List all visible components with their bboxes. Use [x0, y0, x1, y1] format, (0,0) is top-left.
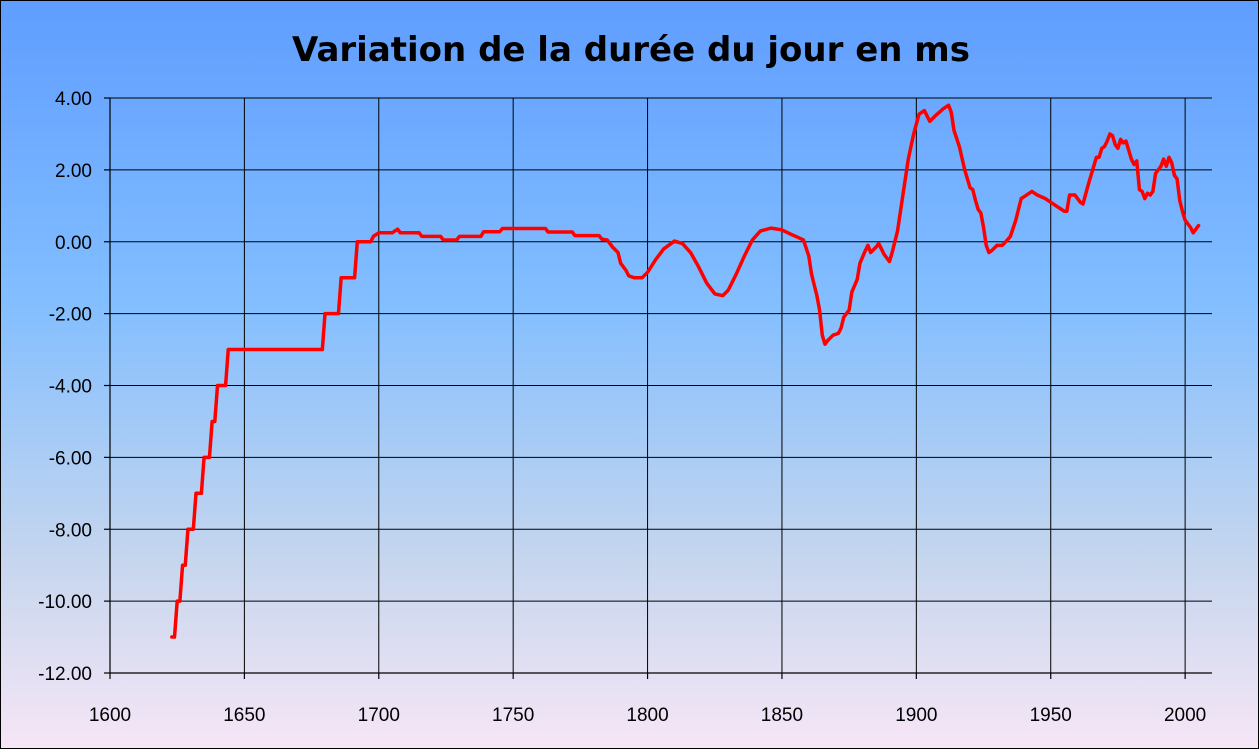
x-tick-label: 1850: [761, 705, 803, 726]
y-tick-label: -8.00: [49, 520, 92, 541]
y-tick-label: -2.00: [49, 305, 92, 326]
series-layer: [170, 103, 1201, 639]
x-tick-label: 2000: [1164, 705, 1206, 726]
y-tick-label: 0.00: [55, 233, 92, 254]
axes: [104, 97, 1212, 679]
x-tick-label: 1650: [223, 705, 265, 726]
x-tick-label: 1600: [89, 705, 131, 726]
x-tick-label: 1750: [492, 705, 534, 726]
x-tick-label: 1700: [358, 705, 400, 726]
y-tick-label: -10.00: [38, 592, 92, 613]
y-tick-label: 4.00: [55, 89, 92, 110]
y-tick-label: -12.00: [38, 664, 92, 685]
gridlines: [110, 97, 1212, 674]
y-tick-label: -4.00: [49, 377, 92, 398]
x-tick-labels: 1600 1650 1700 1750 1800 1850 1900 1950 2000: [89, 705, 1206, 726]
x-tick-label: 1900: [895, 705, 937, 726]
series-line: [170, 103, 1201, 639]
chart-title: Variation de la durée du jour en ms: [292, 30, 970, 70]
x-tick-label: 1950: [1030, 705, 1072, 726]
x-tick-label: 1800: [626, 705, 668, 726]
y-tick-labels: 4.00 2.00 0.00 -2.00 -4.00 -6.00 -8.00 -10.00 -1…: [38, 89, 92, 685]
y-tick-label: 2.00: [55, 161, 92, 182]
y-tick-label: -6.00: [49, 448, 92, 469]
